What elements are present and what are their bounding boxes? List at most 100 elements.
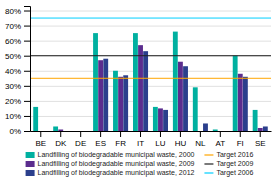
y-tick-mark xyxy=(24,56,30,57)
bar xyxy=(178,62,183,131)
bar xyxy=(163,110,168,131)
legend-item: Landfilling of biodegradable municipal w… xyxy=(26,169,195,177)
bar xyxy=(98,60,103,131)
y-tick: 60% xyxy=(5,37,30,46)
grid-line xyxy=(30,26,271,27)
y-tick-label: 30% xyxy=(5,82,21,91)
legend-swatch xyxy=(204,154,213,155)
bar xyxy=(253,110,258,131)
x-tick-mark xyxy=(40,131,41,137)
y-tick-label: 70% xyxy=(5,22,21,31)
grid-line xyxy=(30,131,271,132)
bar xyxy=(118,77,123,131)
bar xyxy=(238,74,243,131)
y-tick-label: 20% xyxy=(5,97,21,106)
bar xyxy=(78,131,83,132)
y-tick-mark xyxy=(24,116,30,117)
bar-series xyxy=(103,51,267,131)
y-tick: 10% xyxy=(5,112,30,121)
y-tick-label: 10% xyxy=(5,112,21,121)
x-tick-mark xyxy=(200,131,201,137)
x-tick-mark xyxy=(180,131,181,137)
bar-series xyxy=(58,45,262,131)
y-tick-mark xyxy=(24,41,30,42)
y-axis-line xyxy=(24,7,31,132)
legend-swatch xyxy=(204,172,213,173)
bar xyxy=(53,126,58,131)
x-tick-label: IT xyxy=(137,139,144,148)
y-tick: 20% xyxy=(5,97,30,106)
y-tick: 0% xyxy=(9,127,30,136)
plot-area: BEDKDEESFRITLUHUNLATFISE0%10%20%30%40%50… xyxy=(5,7,272,148)
legend-item: Target 2016 xyxy=(204,151,253,159)
x-tick-label: SE xyxy=(255,139,266,148)
x-tick-label: BE xyxy=(35,139,46,148)
x-tick: BE xyxy=(35,131,46,148)
y-tick-mark xyxy=(24,11,30,12)
bar xyxy=(153,107,158,131)
reference-lines xyxy=(30,18,271,78)
bar xyxy=(223,131,228,132)
x-tick-label: AT xyxy=(216,139,226,148)
legend-item: Target 2009 xyxy=(204,160,253,168)
x-tick-label: DE xyxy=(75,139,86,148)
chart-svg: BEDKDEESFRITLUHUNLATFISE0%10%20%30%40%50… xyxy=(0,0,279,181)
legend-swatch xyxy=(26,152,35,158)
bar xyxy=(258,128,263,131)
grid-line xyxy=(30,11,271,12)
x-axis: BEDKDEESFRITLUHUNLATFISE xyxy=(31,131,272,148)
y-axis: 0% 10% 20% 30% 40% 50% 60% 70% 80% xyxy=(5,7,31,137)
bar xyxy=(58,129,63,131)
x-tick: FR xyxy=(115,131,126,148)
x-tick: IT xyxy=(137,131,144,148)
bar xyxy=(73,131,78,132)
y-tick: 80% xyxy=(5,7,30,16)
x-tick: DE xyxy=(75,131,86,148)
grid xyxy=(30,11,271,131)
y-tick-label: 50% xyxy=(5,52,21,61)
x-tick-mark xyxy=(220,131,221,137)
x-tick-mark xyxy=(80,131,81,137)
x-tick-label: LU xyxy=(155,139,165,148)
y-tick-mark xyxy=(24,26,30,27)
legend-label: Target 2009 xyxy=(216,160,253,168)
y-tick: 70% xyxy=(5,22,30,31)
legend-swatch xyxy=(26,170,35,176)
bar xyxy=(113,71,118,131)
legend-label: Target 2006 xyxy=(216,169,253,177)
x-tick: LU xyxy=(155,131,165,148)
x-tick: AT xyxy=(216,131,226,148)
grid-tick xyxy=(30,11,271,12)
y-tick: 40% xyxy=(5,67,30,76)
bar xyxy=(133,33,138,131)
y-tick: 30% xyxy=(5,82,30,91)
legend-item: Landfilling of biodegradable municipal w… xyxy=(26,160,195,168)
legend-swatch xyxy=(26,161,35,167)
x-tick: NL xyxy=(195,131,206,148)
bar xyxy=(33,107,38,131)
bar-series xyxy=(33,32,257,131)
x-tick-label: ES xyxy=(95,139,106,148)
legend-swatch xyxy=(204,163,213,164)
x-tick-mark xyxy=(100,131,101,137)
bar xyxy=(243,77,248,131)
bar xyxy=(38,131,43,132)
legend-label: Landfilling of biodegradable municipal w… xyxy=(38,151,195,159)
y-tick-label: 0% xyxy=(9,127,21,136)
bar xyxy=(198,131,203,132)
reference-line xyxy=(30,55,271,56)
y-tick-mark xyxy=(24,131,30,132)
reference-line xyxy=(30,18,271,19)
x-tick-label: FI xyxy=(237,139,244,148)
x-tick-label: NL xyxy=(195,139,206,148)
chart-container: BEDKDEESFRITLUHUNLATFISE0%10%20%30%40%50… xyxy=(0,0,279,181)
y-tick-label: 60% xyxy=(5,37,21,46)
y-tick-mark xyxy=(24,86,30,87)
grid-line xyxy=(30,41,271,42)
grid-tick xyxy=(30,26,271,27)
x-axis-line xyxy=(31,131,272,132)
x-tick-mark xyxy=(60,131,61,137)
bar xyxy=(233,56,238,131)
legend-label: Landfilling of biodegradable municipal w… xyxy=(38,169,195,177)
bar xyxy=(213,129,218,131)
